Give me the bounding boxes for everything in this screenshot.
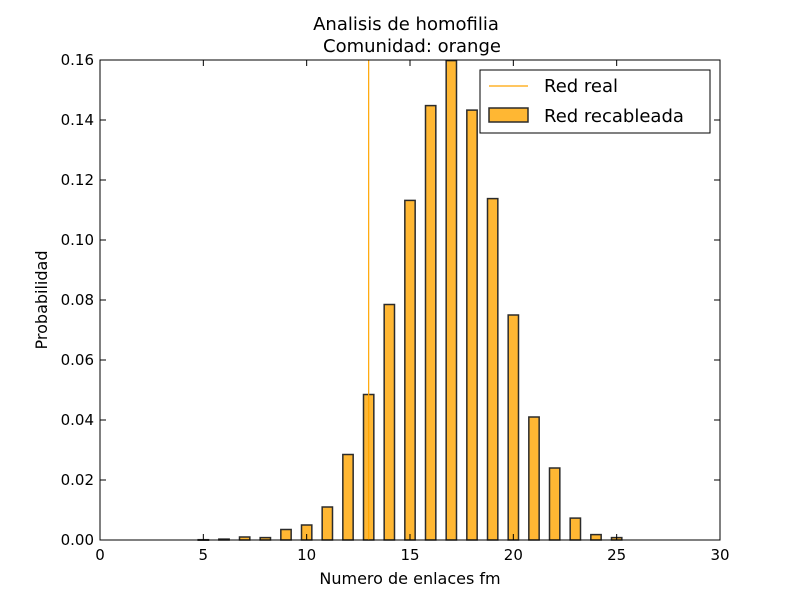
x-tick-label: 5	[199, 546, 209, 564]
x-tick-label: 30	[710, 546, 729, 564]
y-tick-label: 0.16	[61, 51, 94, 69]
y-tick-label: 0.00	[61, 531, 94, 549]
bar-12	[342, 453, 354, 541]
bar-16	[424, 104, 437, 541]
y-tick-label: 0.12	[61, 171, 94, 189]
y-tick-label: 0.10	[61, 231, 94, 249]
y-tick-label: 0.04	[61, 411, 94, 429]
legend: Red real Red recableada	[479, 69, 711, 134]
legend-label-red-recableada: Red recableada	[544, 106, 684, 127]
chart-title: Analisis de homofilia	[313, 14, 499, 35]
bar-24	[590, 533, 602, 541]
legend-swatch-red-recableada	[488, 107, 529, 123]
bar-20	[507, 314, 520, 541]
y-axis-ticks: 0.00 0.02 0.04 0.06 0.08 0.10 0.12 0.14 0.16	[61, 51, 720, 549]
x-tick-label: 15	[400, 546, 419, 564]
x-tick-label: 10	[297, 546, 316, 564]
y-tick-label: 0.14	[61, 111, 94, 129]
x-axis-ticks: 0 5 10 15 20 25 30	[95, 60, 730, 564]
bar-18	[466, 109, 478, 541]
y-axis-label: Probabilidad	[32, 251, 51, 350]
y-tick-label: 0.08	[61, 291, 94, 309]
bar-11	[321, 506, 334, 541]
bar-17	[445, 59, 458, 541]
bar-21	[528, 416, 540, 541]
x-axis-label: Numero de enlaces fm	[319, 569, 500, 588]
legend-label-red-real: Red real	[544, 76, 618, 97]
x-tick-label: 25	[607, 546, 626, 564]
chart-subtitle: Comunidad: orange	[323, 36, 501, 57]
y-tick-label: 0.02	[61, 471, 94, 489]
bar-14	[383, 303, 396, 541]
bar-15	[404, 199, 416, 541]
bar-23	[569, 517, 582, 541]
bar-19	[486, 197, 499, 541]
x-tick-label: 0	[95, 546, 105, 564]
bar-9	[280, 528, 292, 541]
x-tick-label: 20	[504, 546, 523, 564]
bar-22	[548, 467, 561, 541]
y-tick-label: 0.06	[61, 351, 94, 369]
